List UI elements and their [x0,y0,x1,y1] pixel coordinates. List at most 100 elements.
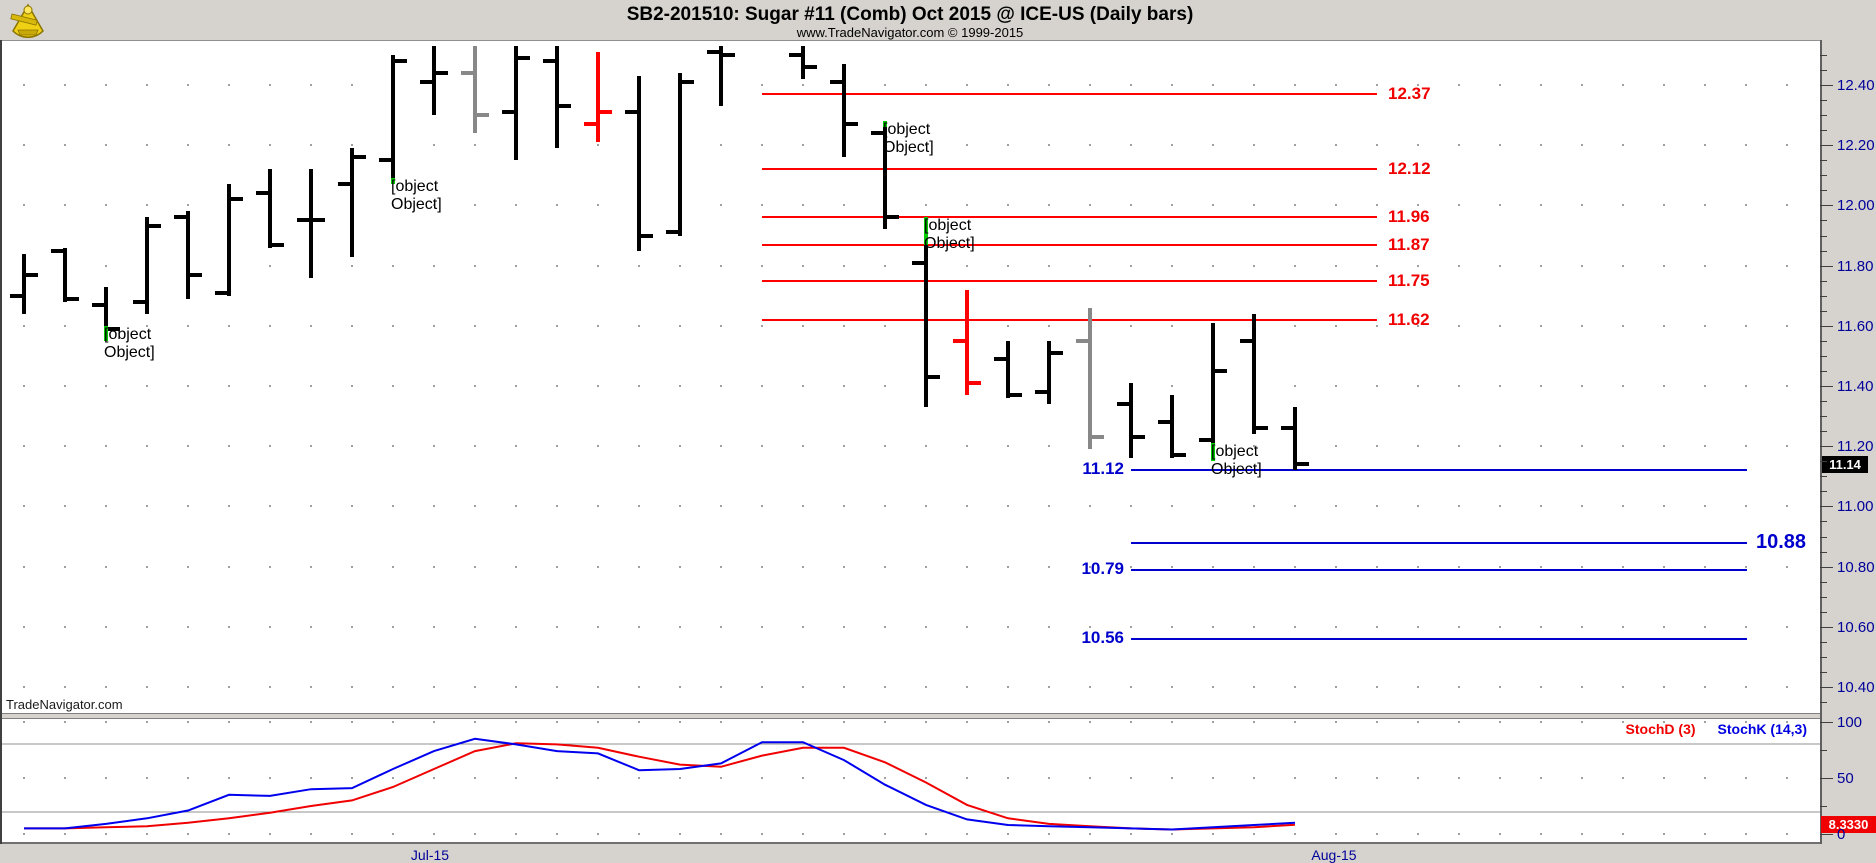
price-axis-tick [1820,687,1833,688]
grid-dot [433,626,435,628]
grid-dot [105,505,107,507]
ohlc-bar[interactable] [309,169,313,278]
stochastic-pane[interactable] [0,719,1820,842]
grid-dot [1212,84,1214,86]
ohlc-bar[interactable] [1252,314,1256,434]
ohlc-bar[interactable] [473,46,477,133]
ohlc-bar[interactable] [678,73,682,236]
grid-dot [1294,566,1296,568]
grid-dot [884,505,886,507]
ohlc-bar[interactable] [432,46,436,115]
grid-dot [966,686,968,688]
grid-dot [1212,833,1214,835]
ohlc-bar[interactable] [1006,341,1010,398]
grid-dot [1130,566,1132,568]
ohlc-bar[interactable] [104,287,108,341]
ohlc-bar[interactable] [596,52,600,142]
grid-dot [1581,566,1583,568]
resistance-line[interactable] [762,93,1377,95]
ohlc-bar[interactable] [63,248,67,302]
ohlc-bar[interactable] [268,169,272,248]
ohlc-bar[interactable] [637,76,641,251]
grid-dot [64,777,66,779]
grid-dot [1499,325,1501,327]
price-pane[interactable] [0,40,1820,714]
ohlc-bar[interactable] [801,46,805,79]
grid-dot [64,144,66,146]
ohlc-bar[interactable] [1129,383,1133,458]
grid-dot [1458,833,1460,835]
ohlc-close-tick [1091,435,1104,439]
ohlc-bar[interactable] [350,148,354,257]
grid-dot [1581,204,1583,206]
grid-dot [1458,84,1460,86]
ohlc-bar[interactable] [22,254,26,314]
ohlc-bar[interactable] [842,64,846,157]
resistance-line[interactable] [762,216,1377,218]
grid-dot [597,505,599,507]
resistance-line[interactable] [762,244,1377,246]
grid-dot [228,445,230,447]
ohlc-bar[interactable] [1211,323,1215,461]
price-axis-strip[interactable] [1820,40,1876,844]
grid-dot [720,445,722,447]
grid-dot [925,721,927,723]
time-axis-strip[interactable]: Jul-15 Aug-15 [0,844,1876,863]
grid-dot [64,445,66,447]
pane-divider[interactable] [0,713,1820,719]
ohlc-close-tick [845,122,858,126]
stochd-legend-label[interactable]: StochD (3) [1625,721,1696,737]
ohlc-bar[interactable] [883,121,887,229]
price-axis-label: 11.20 [1837,438,1874,455]
grid-dot [351,626,353,628]
ohlc-bar[interactable] [514,46,518,160]
ohlc-bar[interactable] [145,217,149,314]
ohlc-bar[interactable] [924,217,928,407]
stochk-line[interactable] [24,737,1296,831]
resistance-line[interactable] [762,168,1377,170]
grid-dot [1540,833,1542,835]
grid-dot [1048,626,1050,628]
grid-dot [1253,721,1255,723]
grid-dot [392,505,394,507]
ohlc-bar[interactable] [1047,341,1051,404]
ohlc-bar[interactable] [186,211,190,299]
grid-dot [1786,777,1788,779]
grid-dot [23,626,25,628]
ohlc-open-tick [789,53,802,57]
stochk-legend-label[interactable]: StochK (14,3) [1717,721,1807,737]
grid-dot [556,626,558,628]
resistance-line[interactable] [762,280,1377,282]
price-axis-tick [1820,597,1827,598]
grid-dot [433,265,435,267]
support-line[interactable] [1131,469,1747,471]
grid-dot [802,777,804,779]
last-price-badge: 11.14 [1822,456,1868,473]
stochd-line[interactable] [24,742,1296,831]
grid-dot [1212,144,1214,146]
ohlc-bar[interactable] [555,46,559,148]
resistance-line[interactable] [762,319,1377,321]
ohlc-bar[interactable] [1088,308,1092,449]
ohlc-close-tick [271,243,284,247]
grid-dot [1458,777,1460,779]
ohlc-bar[interactable] [1170,395,1174,458]
ohlc-bar[interactable] [965,290,969,395]
grid-dot [1212,204,1214,206]
grid-dot [1540,445,1542,447]
grid-dot [843,686,845,688]
ohlc-bar[interactable] [391,55,395,181]
ohlc-bar[interactable] [719,46,723,106]
ohlc-close-tick [394,59,407,63]
support-line[interactable] [1131,569,1747,571]
grid-dot [1007,204,1009,206]
ohlc-bar[interactable] [227,184,231,296]
support-line[interactable] [1131,542,1747,544]
grid-dot [1581,626,1583,628]
ohlc-close-tick [435,71,448,75]
ohlc-bar[interactable] [1293,407,1297,470]
support-line-label: 10.79 [1081,559,1124,578]
grid-dot [1704,385,1706,387]
support-line[interactable] [1131,638,1747,640]
